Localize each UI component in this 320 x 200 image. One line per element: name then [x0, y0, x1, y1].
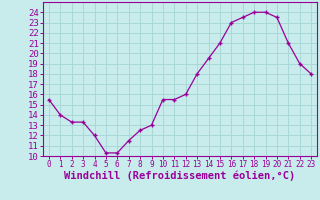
- X-axis label: Windchill (Refroidissement éolien,°C): Windchill (Refroidissement éolien,°C): [64, 171, 296, 181]
